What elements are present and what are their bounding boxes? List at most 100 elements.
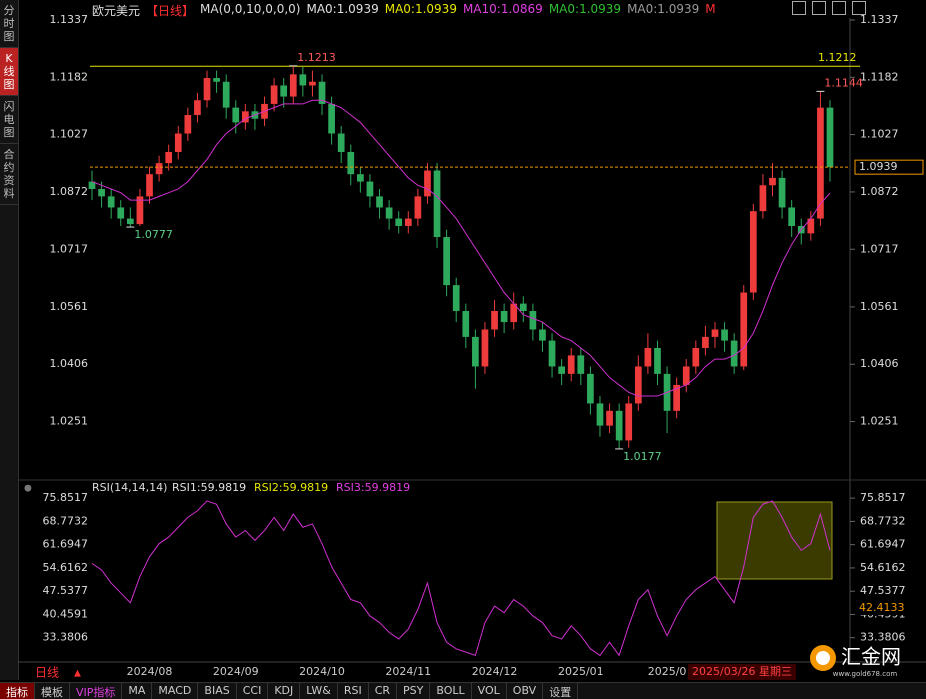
- toolbar-button[interactable]: CR: [369, 683, 398, 699]
- toolbar-button[interactable]: LW&: [300, 683, 338, 699]
- logo-icon-inner: [816, 651, 830, 665]
- toolbar-button[interactable]: BIAS: [198, 683, 237, 699]
- toolbar-button[interactable]: KDJ: [268, 683, 301, 699]
- toolbar-button[interactable]: VIP指标: [70, 683, 123, 699]
- y-tick-label-right: 1.0717: [860, 242, 899, 255]
- toolbar-button[interactable]: 模板: [35, 683, 70, 699]
- toolbar-button[interactable]: BOLL: [430, 683, 472, 699]
- candle-body: [395, 218, 403, 226]
- toolbar-button[interactable]: 指标: [0, 683, 35, 699]
- sidebar-tab[interactable]: K线图: [0, 48, 18, 96]
- candle-body: [174, 133, 182, 153]
- x-tick-label: 2024/11: [385, 665, 431, 678]
- candle-body: [548, 340, 556, 367]
- candle-body: [289, 74, 297, 97]
- chart: 日线 ▲ 2025/03/26 星期三 ● 1.1337 1.1337 1.1182…: [18, 13, 926, 680]
- icon-list[interactable]: [832, 1, 846, 15]
- sidebar-tab[interactable]: 闪电图: [0, 96, 18, 144]
- period[interactable]: 【日线】: [146, 4, 195, 18]
- candle-body: [203, 78, 211, 101]
- candle-body: [232, 107, 240, 123]
- candle-body: [577, 355, 585, 374]
- y-tick-label-right: 54.6162: [860, 561, 906, 574]
- cursor-value-label: 42.4133: [859, 601, 905, 614]
- candle-body: [481, 329, 489, 367]
- icon-grid[interactable]: [812, 1, 826, 15]
- cursor-value-box: [855, 601, 923, 616]
- candle-body: [634, 366, 642, 404]
- candle-body: [692, 347, 700, 367]
- candle-body: [682, 366, 690, 385]
- ma-value: MA0:1.0939: [627, 2, 700, 16]
- x-tick-label: 2024/09: [213, 665, 259, 678]
- y-tick-label-left: 1.1337: [50, 13, 89, 26]
- cursor-date-box: [688, 664, 796, 680]
- indicator-title: RSI(14,14,14): [92, 481, 167, 494]
- indicator-legend: RSI2:59.9819: [254, 481, 328, 494]
- y-tick-label-right: 1.1182: [860, 70, 899, 83]
- candle-body: [337, 133, 345, 153]
- candle-body: [558, 366, 565, 374]
- candle-body: [98, 188, 105, 197]
- candle-body: [721, 329, 728, 341]
- y-tick-label-left: 1.0717: [50, 242, 89, 255]
- period-tab[interactable]: 日线: [35, 666, 59, 680]
- toolbar-button[interactable]: OBV: [507, 683, 544, 699]
- candle-body: [644, 347, 652, 367]
- candle-body: [222, 81, 230, 108]
- high-line-label: 1.1212: [818, 51, 857, 64]
- candle-body: [625, 403, 633, 441]
- candle-body: [280, 85, 288, 97]
- y-tick-label-left: 40.4591: [43, 607, 89, 620]
- candle-body: [385, 207, 393, 219]
- candle-body: [414, 196, 422, 219]
- window-icons: [792, 1, 866, 15]
- candle-body: [596, 403, 604, 426]
- y-tick-label-right: 1.0406: [860, 357, 899, 370]
- candle-body: [366, 181, 374, 197]
- ma-value: M: [705, 2, 716, 16]
- toolbar-button[interactable]: MACD: [152, 683, 199, 699]
- toolbar-button[interactable]: RSI: [338, 683, 369, 699]
- candle-body: [241, 111, 249, 123]
- y-tick-label-right: 61.6947: [860, 538, 906, 551]
- y-tick-label-left: 75.8517: [43, 491, 89, 504]
- toolbar-button[interactable]: VOL: [472, 683, 507, 699]
- candle-body: [788, 207, 796, 226]
- toolbar-button[interactable]: MA: [122, 683, 153, 699]
- extreme-label: 1.0777: [134, 228, 173, 241]
- candle-body: [606, 410, 613, 426]
- toolbar-button[interactable]: CCI: [237, 683, 269, 699]
- cursor-date: 2025/03/26 星期三: [692, 665, 792, 678]
- toolbar-button[interactable]: PSY: [397, 683, 431, 699]
- candle-body: [424, 170, 431, 197]
- candle-body: [404, 218, 412, 226]
- ma-value: MA0:1.0939: [306, 2, 379, 16]
- candle-body: [817, 107, 824, 219]
- highlight-box: [716, 501, 833, 580]
- candle-body: [702, 336, 709, 348]
- candle-body: [769, 177, 776, 186]
- x-tick-label: 2025/0: [648, 665, 687, 678]
- candle-body: [88, 181, 96, 189]
- x-tick-label: 2024/08: [127, 665, 173, 678]
- x-tick-label: 2024/10: [299, 665, 345, 678]
- candle-body: [759, 185, 767, 212]
- icon-close[interactable]: [852, 1, 866, 15]
- sidebar-tab[interactable]: 分时图: [0, 0, 18, 48]
- y-tick-label-left: 47.5377: [43, 584, 89, 597]
- toolbar-button[interactable]: 设置: [543, 683, 579, 699]
- period-arrow[interactable]: ▲: [74, 669, 81, 679]
- candle-body: [730, 340, 738, 367]
- candle-body: [826, 107, 834, 168]
- y-tick-label-left: 1.1027: [50, 128, 89, 141]
- sidebar-tab[interactable]: 合约资料: [0, 144, 18, 205]
- candle-body: [587, 373, 594, 404]
- candle-body: [491, 311, 498, 330]
- candle-body: [357, 174, 364, 182]
- x-tick-label: 2025/01: [558, 665, 604, 678]
- icon-expand[interactable]: [792, 1, 806, 15]
- x-tick-label: 2024/12: [472, 665, 518, 678]
- y-tick-label-left: 1.0561: [50, 300, 89, 313]
